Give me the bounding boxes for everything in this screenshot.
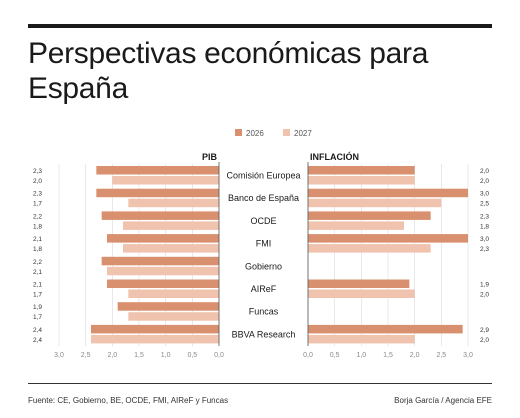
pib-value-label: 1,7 (33, 292, 42, 299)
pib-value-label: 2,1 (33, 282, 42, 289)
inflacion-bar-2026 (308, 234, 468, 243)
legend-label-2026: 2026 (246, 129, 264, 138)
inflacion-value-label: 2,0 (480, 178, 489, 185)
legend-label-2027: 2027 (294, 129, 312, 138)
pib-value-label: 1,9 (33, 304, 42, 311)
pib-value-label: 2,2 (33, 259, 42, 266)
pib-value-label: 1,8 (33, 223, 42, 230)
chart-title: Perspectivas económicas para España (28, 37, 429, 105)
inflacion-tick-label: 1,0 (356, 352, 366, 359)
inflacion-tick-label: 0,0 (303, 352, 313, 359)
pib-value-label: 2,4 (33, 337, 42, 344)
pib-bar-2027 (123, 244, 219, 253)
pib-bar-2026 (96, 166, 219, 175)
category-label: Funcas (249, 307, 279, 317)
inflacion-bar-2027 (308, 176, 415, 185)
pib-value-label: 2,2 (33, 213, 42, 220)
inflacion-tick-label: 3,0 (463, 352, 473, 359)
pib-bar-2026 (101, 211, 219, 220)
axes: PIB INFLACIÓN 3,0 2,5 2,0 1,5 1,0 0,5 0,0 0,0 0,5 1… (54, 151, 473, 359)
pib-value-label: 2,4 (33, 327, 42, 334)
legend-swatch-2026 (235, 129, 242, 136)
inflacion-value-label: 2,3 (480, 213, 489, 220)
legend-swatch-2027 (283, 129, 290, 136)
pib-tick-label: 1,0 (161, 352, 171, 359)
pib-bar-2026 (91, 324, 219, 334)
bars (91, 166, 468, 344)
pib-value-label: 2,3 (33, 191, 42, 198)
inflacion-value-label: 3,0 (480, 191, 489, 198)
pib-bar-2026 (101, 256, 219, 266)
inflacion-bar-2026 (308, 166, 415, 175)
inflacion-value-label: 2,9 (480, 327, 489, 334)
pib-bar-2027 (112, 176, 219, 185)
pib-bar-2026 (96, 188, 219, 198)
category-label: Banco de España (228, 193, 299, 203)
inflacion-bar-2027 (308, 221, 404, 230)
pib-bar-2027 (123, 221, 219, 230)
category-label: FMI (256, 239, 272, 249)
value-labels: 2,3 2,0 2,0 2,0 2,3 1,7 3,0 2,5 2,2 1,8 2,3 1,8 2,1 1… (33, 168, 489, 344)
category-label: AIReF (251, 284, 277, 294)
credit-note: Borja García / Agencia EFE (394, 396, 492, 405)
inflacion-bar-2026 (308, 279, 410, 288)
pib-value-label: 2,3 (33, 168, 42, 175)
pib-bar-2026 (107, 279, 219, 288)
pib-tick-label: 0,5 (187, 352, 197, 359)
inflacion-value-label: 2,5 (480, 201, 489, 208)
inflacion-value-label: 2,3 (480, 246, 489, 253)
inflacion-bar-2027 (308, 244, 431, 253)
inflacion-value-label: 2,0 (480, 337, 489, 344)
category-label: OCDE (250, 216, 276, 226)
pib-bar-2027 (128, 289, 219, 298)
inflacion-tick-label: 1,5 (383, 352, 393, 359)
inflacion-bar-2026 (308, 324, 463, 334)
pib-tick-label: 1,5 (134, 352, 144, 359)
panel-title-inflacion: INFLACIÓN (310, 151, 359, 162)
top-rule (28, 24, 492, 28)
pib-tick-label: 0,0 (214, 352, 224, 359)
pib-bar-2026 (107, 234, 219, 243)
pib-value-label: 2,1 (33, 269, 42, 276)
pib-tick-label: 2,5 (81, 352, 91, 359)
category-label: BBVA Research (232, 329, 296, 339)
pib-value-label: 2,1 (33, 236, 42, 243)
pib-value-label: 2,0 (33, 178, 42, 185)
inflacion-bar-2027 (308, 289, 415, 298)
legend: 2026 2027 (235, 129, 312, 138)
inflacion-value-label: 3,0 (480, 236, 489, 243)
inflacion-value-label: 2,0 (480, 168, 489, 175)
pib-bar-2027 (128, 312, 219, 321)
pib-value-label: 1,7 (33, 314, 42, 321)
pib-tick-label: 3,0 (54, 352, 64, 359)
inflacion-value-label: 1,9 (480, 282, 489, 289)
category-labels: Comisión Europea Banco de España OCDE FMI Go… (226, 171, 300, 340)
inflacion-bar-2026 (308, 211, 431, 220)
inflacion-tick-label: 2,0 (410, 352, 420, 359)
bottom-rule (28, 383, 492, 384)
source-note: Fuente: CE, Gobierno, BE, OCDE, FMI, AIR… (28, 396, 229, 405)
pib-bar-2027 (128, 198, 219, 208)
pib-bar-2027 (107, 266, 219, 276)
inflacion-value-label: 2,0 (480, 292, 489, 299)
inflacion-bar-2026 (308, 188, 468, 198)
inflacion-tick-label: 2,5 (436, 352, 446, 359)
category-label: Gobierno (245, 261, 282, 271)
panel-title-pib: PIB (202, 152, 218, 162)
inflacion-value-label: 1,8 (480, 223, 489, 230)
inflacion-bar-2027 (308, 334, 415, 344)
inflacion-bar-2027 (308, 198, 442, 208)
pib-value-label: 1,8 (33, 246, 42, 253)
pib-bar-2027 (91, 334, 219, 344)
category-label: Comisión Europea (226, 171, 300, 181)
pib-bar-2026 (117, 302, 219, 311)
pib-value-label: 1,7 (33, 201, 42, 208)
inflacion-tick-label: 0,5 (330, 352, 340, 359)
pib-tick-label: 2,0 (107, 352, 117, 359)
